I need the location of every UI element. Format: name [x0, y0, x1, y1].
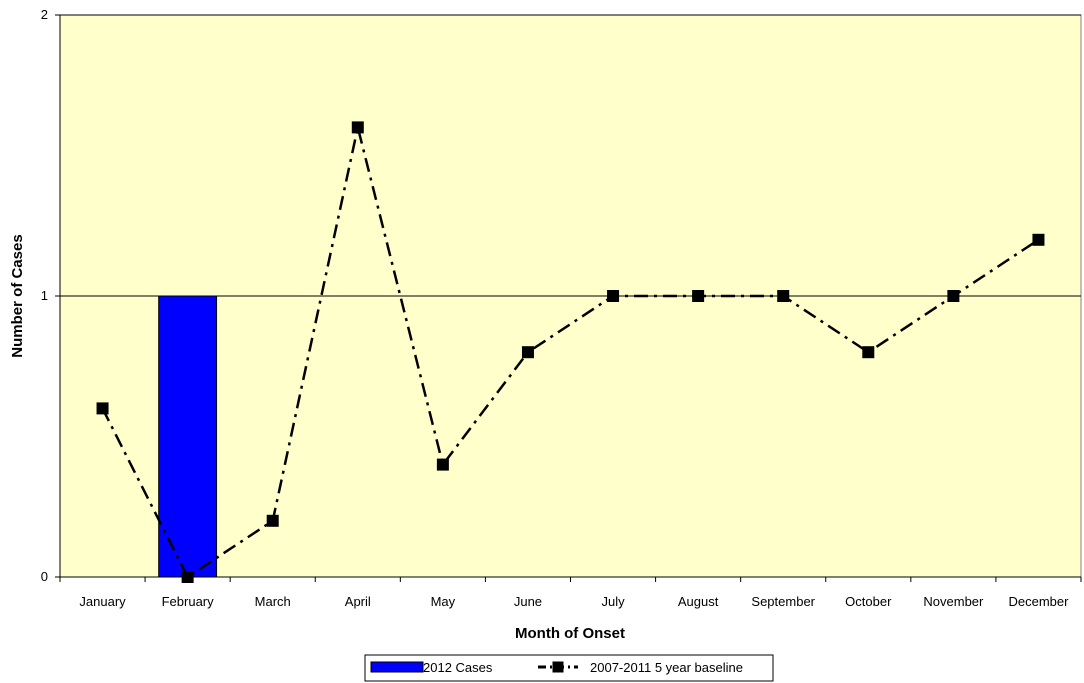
baseline-point-march: [266, 514, 279, 527]
x-tick-label-may: May: [431, 594, 456, 609]
legend-swatch-baseline-marker: [552, 661, 564, 673]
x-tick-label-december: December: [1008, 594, 1069, 609]
x-tick-labels: January February March April May June July Augu…: [79, 594, 1069, 609]
axes: [55, 14, 1082, 582]
y-tick-label-2: 2: [41, 7, 48, 22]
x-tick-label-september: September: [751, 594, 815, 609]
x-axis-title: Month of Onset: [515, 625, 625, 642]
baseline-point-may: [436, 458, 449, 471]
legend-label-baseline: 2007-2011 5 year baseline: [590, 660, 743, 675]
y-tick-label-0: 0: [41, 569, 48, 584]
bar-february: [158, 295, 218, 578]
x-tick-label-august: August: [678, 594, 719, 609]
baseline-point-october: [862, 346, 875, 359]
legend: 2012 Cases 2007-2011 5 year baseline: [364, 654, 774, 682]
x-tick-label-april: April: [345, 594, 371, 609]
baseline-point-july: [607, 290, 620, 302]
legend-swatch-2012-cases: [370, 661, 424, 673]
baseline-point-april: [351, 121, 364, 134]
y-tick-label-1: 1: [41, 288, 48, 303]
x-tick-label-october: October: [845, 594, 892, 609]
x-tick-label-july: July: [601, 594, 625, 609]
baseline-point-january: [96, 402, 109, 415]
x-tick-label-march: March: [255, 594, 291, 609]
legend-label-2012-cases: 2012 Cases: [423, 660, 493, 675]
y-tick-labels: 0 1 2: [41, 7, 48, 584]
x-tick-label-february: February: [162, 594, 215, 609]
baseline-point-june: [521, 346, 534, 359]
baseline-point-december: [1032, 233, 1045, 246]
baseline-point-september: [777, 290, 790, 302]
x-tick-label-june: June: [514, 594, 542, 609]
baseline-line: [101, 127, 1040, 579]
x-tick-label-january: January: [79, 594, 126, 609]
baseline-point-august: [692, 290, 705, 302]
baseline-point-november: [947, 290, 960, 302]
y-axis-title: Number of Cases: [9, 234, 26, 357]
gridlines: [60, 14, 1081, 297]
bar-series: [158, 295, 218, 578]
x-tick-label-november: November: [923, 594, 984, 609]
